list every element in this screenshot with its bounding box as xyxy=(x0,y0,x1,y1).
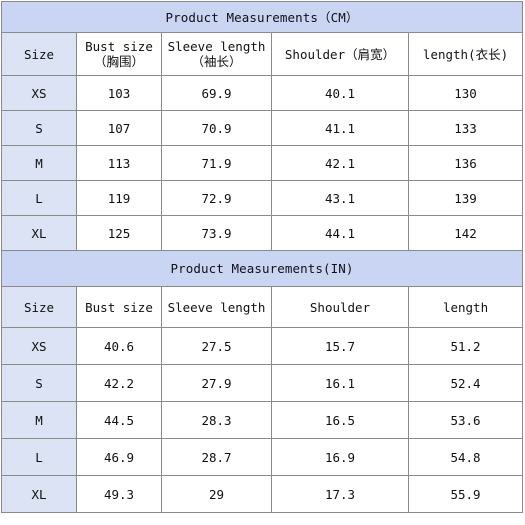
sleeve-value: 28.3 xyxy=(161,401,272,439)
cm-header-size-label: Size xyxy=(23,46,55,62)
length-value: 142 xyxy=(407,215,524,251)
size-chart: Product Measurements（CM） Size Bust size … xyxy=(0,1,524,513)
bust-value: 49.3 xyxy=(76,475,162,513)
cm-header-length-label: length(衣长) xyxy=(422,46,509,62)
cm-header-sleeve-label-cn: （袖长） xyxy=(191,54,242,69)
length-value: 52.4 xyxy=(407,364,524,402)
cm-header-bust: Bust size （胸围） xyxy=(76,32,162,76)
size-label: M xyxy=(1,401,77,439)
sleeve-value: 29 xyxy=(161,475,272,513)
in-header-length: length xyxy=(407,286,524,328)
size-label: XS xyxy=(1,327,77,365)
shoulder-value: 43.1 xyxy=(271,180,409,216)
bust-value: 113 xyxy=(76,145,162,181)
cm-table-title: Product Measurements（CM） xyxy=(0,1,524,33)
bust-value: 119 xyxy=(76,180,162,216)
in-header-bust: Bust size xyxy=(76,286,162,328)
sleeve-value: 27.5 xyxy=(161,327,272,365)
in-header-sleeve: Sleeve length xyxy=(161,286,272,328)
shoulder-value: 17.3 xyxy=(271,475,409,513)
in-title-row: Product Measurements(IN) xyxy=(0,250,524,287)
bust-value: 40.6 xyxy=(76,327,162,365)
cm-header-bust-label-cn: （胸围） xyxy=(93,54,144,69)
table-row: S 107 70.9 41.1 133 xyxy=(1,110,524,146)
cm-header-sleeve: Sleeve length （袖长） xyxy=(161,32,272,76)
sleeve-value: 72.9 xyxy=(161,180,272,216)
cm-header-row: Size Bust size （胸围） Sleeve length （袖长） S… xyxy=(1,32,524,76)
length-value: 139 xyxy=(407,180,524,216)
cm-title-row: Product Measurements（CM） xyxy=(0,1,524,33)
cm-header-shoulder: Shoulder（肩宽） xyxy=(271,32,409,76)
length-value: 55.9 xyxy=(407,475,524,513)
bust-value: 42.2 xyxy=(76,364,162,402)
in-table-title: Product Measurements(IN) xyxy=(0,250,524,287)
table-row: S 42.2 27.9 16.1 52.4 xyxy=(1,364,524,402)
bust-value: 44.5 xyxy=(76,401,162,439)
cm-header-length: length(衣长) xyxy=(407,32,524,76)
length-value: 53.6 xyxy=(407,401,524,439)
table-row: XL 125 73.9 44.1 142 xyxy=(1,215,524,251)
size-label: XL xyxy=(1,215,77,251)
size-label: M xyxy=(1,145,77,181)
shoulder-value: 16.9 xyxy=(271,438,409,476)
length-value: 51.2 xyxy=(407,327,524,365)
cm-header-sleeve-label: Sleeve length xyxy=(167,39,266,54)
sleeve-value: 70.9 xyxy=(161,110,272,146)
table-row: L 46.9 28.7 16.9 54.8 xyxy=(1,438,524,476)
size-label: L xyxy=(1,438,77,476)
table-row: XS 40.6 27.5 15.7 51.2 xyxy=(1,327,524,365)
size-label: S xyxy=(1,110,77,146)
sleeve-value: 73.9 xyxy=(161,215,272,251)
in-header-row: Size Bust size Sleeve length Shoulder le… xyxy=(1,286,524,328)
size-label: S xyxy=(1,364,77,402)
in-header-shoulder: Shoulder xyxy=(271,286,409,328)
length-value: 133 xyxy=(407,110,524,146)
shoulder-value: 16.1 xyxy=(271,364,409,402)
shoulder-value: 44.1 xyxy=(271,215,409,251)
size-label: L xyxy=(1,180,77,216)
sleeve-value: 27.9 xyxy=(161,364,272,402)
shoulder-value: 42.1 xyxy=(271,145,409,181)
sleeve-value: 71.9 xyxy=(161,145,272,181)
bust-value: 107 xyxy=(76,110,162,146)
bust-value: 103 xyxy=(76,75,162,111)
sleeve-value: 69.9 xyxy=(161,75,272,111)
table-row: L 119 72.9 43.1 139 xyxy=(1,180,524,216)
table-row: XS 103 69.9 40.1 130 xyxy=(1,75,524,111)
length-value: 130 xyxy=(407,75,524,111)
size-label: XL xyxy=(1,475,77,513)
bust-value: 46.9 xyxy=(76,438,162,476)
length-value: 54.8 xyxy=(407,438,524,476)
table-row: M 44.5 28.3 16.5 53.6 xyxy=(1,401,524,439)
shoulder-value: 15.7 xyxy=(271,327,409,365)
in-header-size: Size xyxy=(1,286,77,328)
size-chart-table: Product Measurements（CM） Size Bust size … xyxy=(0,1,524,513)
bust-value: 125 xyxy=(76,215,162,251)
shoulder-value: 16.5 xyxy=(271,401,409,439)
shoulder-value: 40.1 xyxy=(271,75,409,111)
cm-header-shoulder-label: Shoulder（肩宽） xyxy=(284,46,396,62)
table-row: M 113 71.9 42.1 136 xyxy=(1,145,524,181)
shoulder-value: 41.1 xyxy=(271,110,409,146)
table-row: XL 49.3 29 17.3 55.9 xyxy=(1,475,524,513)
sleeve-value: 28.7 xyxy=(161,438,272,476)
cm-header-size: Size xyxy=(1,32,77,76)
cm-header-bust-label: Bust size xyxy=(85,39,153,54)
length-value: 136 xyxy=(407,145,524,181)
size-label: XS xyxy=(1,75,77,111)
